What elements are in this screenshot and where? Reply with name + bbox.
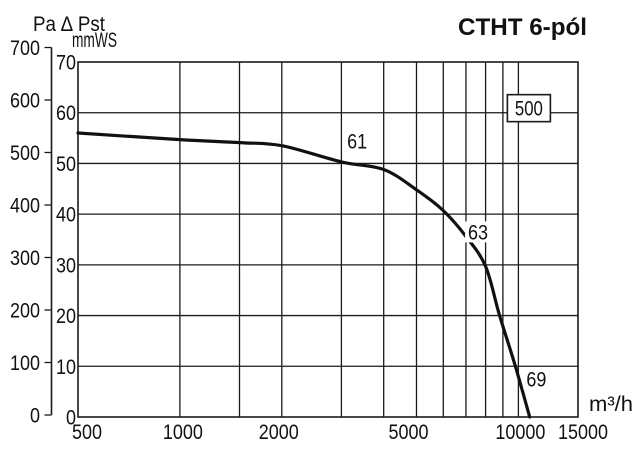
pa-tick-label: 0 <box>30 405 40 428</box>
noise-level-label-background <box>465 221 492 243</box>
x-tick-label: 5000 <box>388 421 428 444</box>
pa-tick-label: 700 <box>10 37 40 60</box>
pa-tick-label: 300 <box>10 247 40 270</box>
pa-tick-label: 200 <box>10 300 40 323</box>
pa-tick-label: 600 <box>10 90 40 113</box>
mmws-tick-label: 50 <box>56 153 76 176</box>
size-badge <box>506 93 552 123</box>
fan-performance-curve <box>76 131 532 419</box>
size-badge-label: 500 <box>515 98 543 121</box>
grid-layer <box>77 61 579 418</box>
flow-unit-label: m³/h <box>589 393 633 416</box>
x-tick-label: 500 <box>72 421 102 444</box>
noise-level-label: 61 <box>347 131 367 154</box>
pa-axis-label: Pa ∆ Pst <box>33 13 105 36</box>
noise-level-label-background <box>344 130 371 152</box>
x-tick-label: 10000 <box>495 421 545 444</box>
x-tick-label: 2000 <box>259 421 299 444</box>
mmws-tick-label: 60 <box>56 102 76 125</box>
mmws-tick-label: 20 <box>56 305 76 328</box>
axes-layer: 7006005004003002001000706050403020100500… <box>10 37 608 444</box>
x-tick-label: 15000 <box>558 421 608 444</box>
mmws-tick-label: 40 <box>56 204 76 227</box>
curve-layer <box>76 131 532 419</box>
x-tick-label: 1000 <box>163 421 203 444</box>
noise-level-label: 63 <box>468 221 488 244</box>
mmws-tick-label: 0 <box>66 407 76 430</box>
plot-border <box>77 61 579 418</box>
mmws-axis-label: mmWS <box>72 29 117 52</box>
mmws-tick-label: 30 <box>56 254 76 277</box>
mmws-tick-label: 70 <box>56 52 76 75</box>
pa-tick-label: 400 <box>10 195 40 218</box>
noise-level-label-background <box>523 368 550 390</box>
noise-level-label: 69 <box>526 368 546 391</box>
chart-title: CTHT 6-pól <box>458 14 587 41</box>
mmws-tick-label: 10 <box>56 356 76 379</box>
annotation-layer: 500 61 63 69 <box>344 93 552 391</box>
pa-tick-label: 500 <box>10 142 40 165</box>
pa-tick-label: 100 <box>10 352 40 375</box>
